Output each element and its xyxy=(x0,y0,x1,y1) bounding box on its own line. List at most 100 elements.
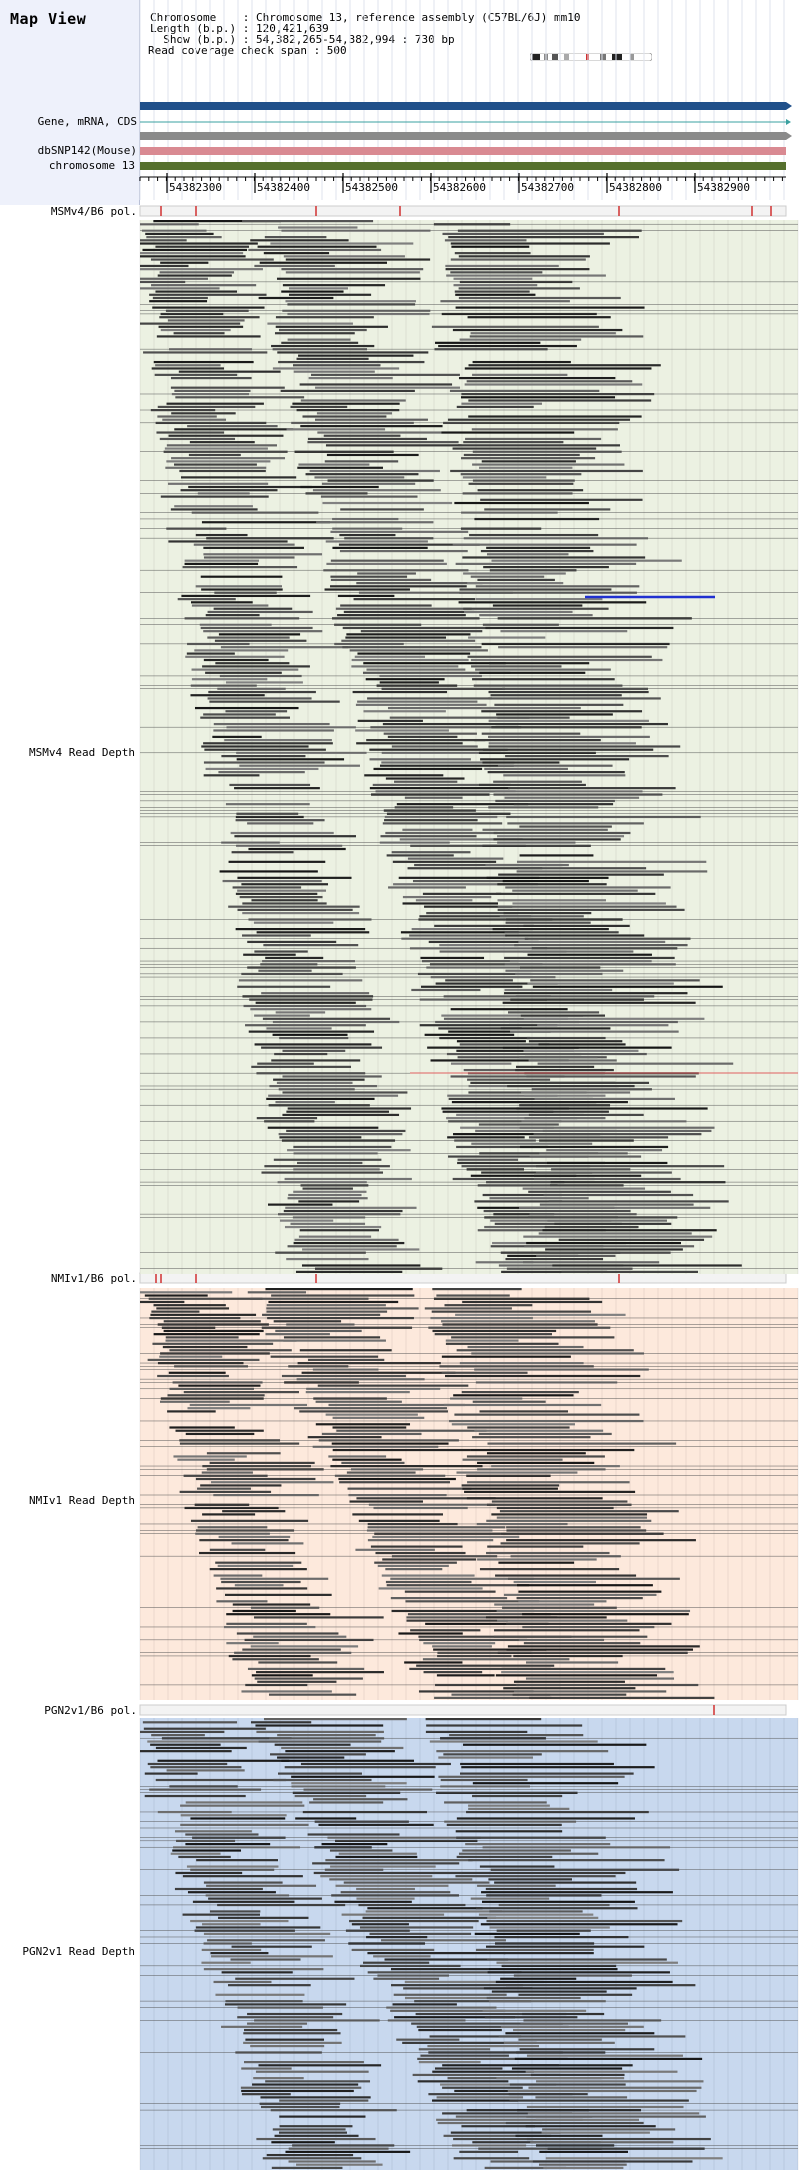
read-segment xyxy=(526,1241,682,1245)
read-segment xyxy=(356,1497,496,1500)
read-segment xyxy=(489,1197,589,1200)
read-segment xyxy=(155,1778,287,1782)
read-segment xyxy=(495,892,656,895)
read-segment xyxy=(273,1320,342,1323)
read-segment xyxy=(242,220,374,223)
read-segment xyxy=(209,1461,315,1465)
read-segment xyxy=(493,1635,648,1638)
read-segment xyxy=(453,284,538,287)
read-segment xyxy=(255,1724,384,1727)
read-segment xyxy=(143,351,268,354)
read-segment xyxy=(452,447,597,450)
read-segment xyxy=(487,771,625,774)
read-segment xyxy=(533,1110,609,1113)
read-segment xyxy=(472,1400,546,1403)
read-segment xyxy=(449,1734,584,1737)
read-segment xyxy=(432,1645,492,1648)
read-segment xyxy=(442,232,604,236)
read-segment xyxy=(492,604,583,607)
read-segment xyxy=(298,463,370,466)
read-segment xyxy=(486,1996,581,2000)
pgn-pol-strip xyxy=(139,1704,787,1716)
read-segment xyxy=(237,908,353,911)
read-segment xyxy=(274,332,355,335)
read-segment xyxy=(314,418,428,421)
read-segment xyxy=(432,2099,519,2102)
read-segment xyxy=(256,1117,318,1120)
read-segment xyxy=(396,803,529,806)
read-segment xyxy=(257,1062,314,1065)
read-segment xyxy=(200,716,290,719)
read-segment xyxy=(496,1516,648,1519)
read-segment xyxy=(493,838,621,841)
read-segment xyxy=(500,1542,640,1545)
read-segment xyxy=(474,1200,563,1203)
read-segment xyxy=(504,796,640,799)
read-segment xyxy=(493,780,582,783)
read-segment xyxy=(151,284,257,287)
read-segment xyxy=(293,364,381,367)
read-segment xyxy=(203,630,323,633)
read-segment xyxy=(474,738,601,742)
read-segment xyxy=(284,1766,436,1769)
read-segment xyxy=(398,1632,463,1635)
read-segment xyxy=(195,533,248,537)
read-segment xyxy=(272,2128,346,2131)
read-segment xyxy=(491,1500,628,1503)
read-segment xyxy=(370,1545,463,1548)
read-segment xyxy=(527,953,652,956)
read-segment xyxy=(516,1597,643,1600)
read-segment xyxy=(283,255,405,258)
read-segment xyxy=(159,271,235,274)
read-segment xyxy=(506,1648,693,1651)
read-segment xyxy=(205,671,282,674)
read-segment xyxy=(451,1423,575,1426)
read-segment xyxy=(481,460,576,463)
read-segment xyxy=(460,396,616,399)
read-segment xyxy=(207,636,290,639)
read-segment xyxy=(454,290,530,293)
read-segment xyxy=(140,287,220,290)
read-segment xyxy=(502,1046,672,1049)
read-segment xyxy=(469,533,599,537)
read-segment xyxy=(463,607,609,610)
read-segment xyxy=(434,924,534,928)
read-segment xyxy=(266,1097,375,1100)
read-segment xyxy=(261,1046,383,1049)
read-segment xyxy=(166,402,264,405)
read-segment xyxy=(332,1458,402,1461)
read-segment xyxy=(406,1616,558,1619)
read-segment xyxy=(441,1107,569,1110)
read-segment xyxy=(435,2067,503,2070)
read-segment xyxy=(186,652,235,655)
read-segment xyxy=(140,1730,225,1734)
read-segment xyxy=(455,1830,563,1833)
read-segment xyxy=(436,2096,524,2099)
read-segment xyxy=(465,1843,611,1846)
read-segment xyxy=(328,1455,387,1458)
read-segment xyxy=(287,1149,411,1152)
read-segment xyxy=(418,2061,481,2064)
read-segment xyxy=(199,1551,296,1555)
read-segment xyxy=(456,1040,526,1043)
read-segment xyxy=(486,1919,683,1923)
read-segment xyxy=(287,1245,397,1248)
read-segment xyxy=(547,1161,668,1165)
read-segment xyxy=(522,2012,605,2016)
read-segment xyxy=(262,2157,362,2160)
read-segment xyxy=(293,1241,405,1245)
read-segment xyxy=(339,549,468,553)
read-segment xyxy=(446,1823,562,1826)
read-segment xyxy=(279,1219,334,1222)
cds-arrow xyxy=(786,132,792,140)
read-segment xyxy=(366,668,466,671)
read-segment xyxy=(202,1923,261,1926)
read-segment xyxy=(498,646,668,649)
read-segment xyxy=(267,1203,333,1206)
read-segment xyxy=(461,402,542,405)
read-segment xyxy=(164,447,268,450)
read-segment xyxy=(230,831,334,835)
read-segment xyxy=(220,646,349,649)
read-segment xyxy=(533,1177,681,1181)
read-segment xyxy=(270,1355,379,1358)
